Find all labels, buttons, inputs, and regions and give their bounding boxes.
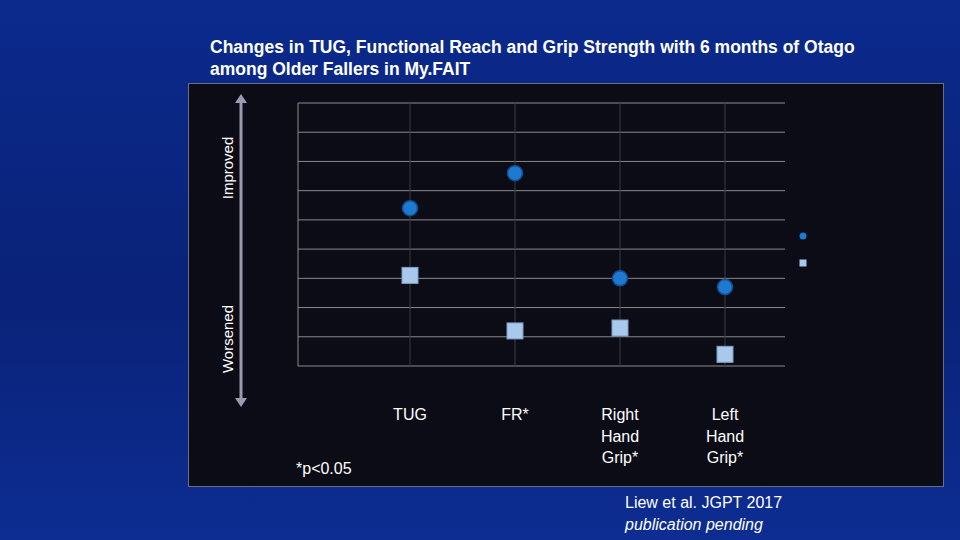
grid-line	[298, 278, 785, 279]
circle-marker	[613, 271, 628, 286]
category-tick	[725, 103, 726, 366]
y-axis-line	[298, 103, 299, 366]
grid-line	[298, 219, 785, 220]
x-tick-label: Right Hand Grip*	[601, 406, 639, 466]
x-tick-label-line: Left	[712, 406, 739, 423]
legend	[800, 233, 807, 267]
square-marker	[402, 267, 418, 283]
x-tick-label-line: Hand	[706, 428, 744, 445]
circle-marker	[508, 166, 523, 181]
grid-line	[298, 366, 785, 367]
category-tick	[410, 103, 411, 366]
marks	[402, 166, 733, 363]
chart: TUG FR* Right Hand Grip* Left Hand Grip* Improve…	[0, 0, 960, 540]
direction-arrow	[240, 101, 243, 400]
x-tick-label: TUG	[393, 406, 427, 423]
square-marker	[612, 320, 628, 336]
x-tick-label: Left Hand Grip*	[706, 406, 744, 466]
grid-line	[298, 307, 785, 308]
arrow-head	[235, 94, 247, 103]
footnote: *p<0.05	[296, 460, 352, 477]
plot-panel	[188, 83, 944, 487]
arrow-head	[235, 398, 247, 407]
source: Liew et al. JGPT 2017 publication pendin…	[625, 492, 782, 536]
circle-marker	[403, 201, 418, 216]
legend-square	[800, 260, 807, 267]
grid-line	[298, 161, 785, 162]
square-marker	[717, 346, 733, 362]
x-tick-label-line: Hand	[601, 428, 639, 445]
legend-circle	[800, 233, 807, 240]
source-note-line: publication pending	[625, 514, 782, 536]
source-note: publication pending	[625, 516, 763, 533]
square-marker	[507, 323, 523, 339]
title: Changes in TUG, Functional Reach and Gri…	[210, 36, 910, 80]
x-tick-label-line: Grip*	[707, 449, 743, 466]
grid-line	[298, 190, 785, 191]
x-tick-label-line: TUG	[393, 406, 427, 423]
x-tick-label-line: Grip*	[602, 449, 638, 466]
grid-line	[298, 249, 785, 250]
grid-line	[298, 336, 785, 337]
x-tick-label-line: Right	[601, 406, 639, 423]
grid-line	[298, 132, 785, 133]
grid-line	[298, 103, 785, 104]
circle-marker	[718, 280, 733, 295]
x-tick-label-line: FR*	[501, 406, 529, 423]
improved-label: Improved	[219, 137, 236, 200]
worsened-label: Worsened	[219, 305, 236, 373]
source-text: Liew et al. JGPT 2017	[625, 492, 782, 514]
x-tick-label: FR*	[501, 406, 529, 423]
